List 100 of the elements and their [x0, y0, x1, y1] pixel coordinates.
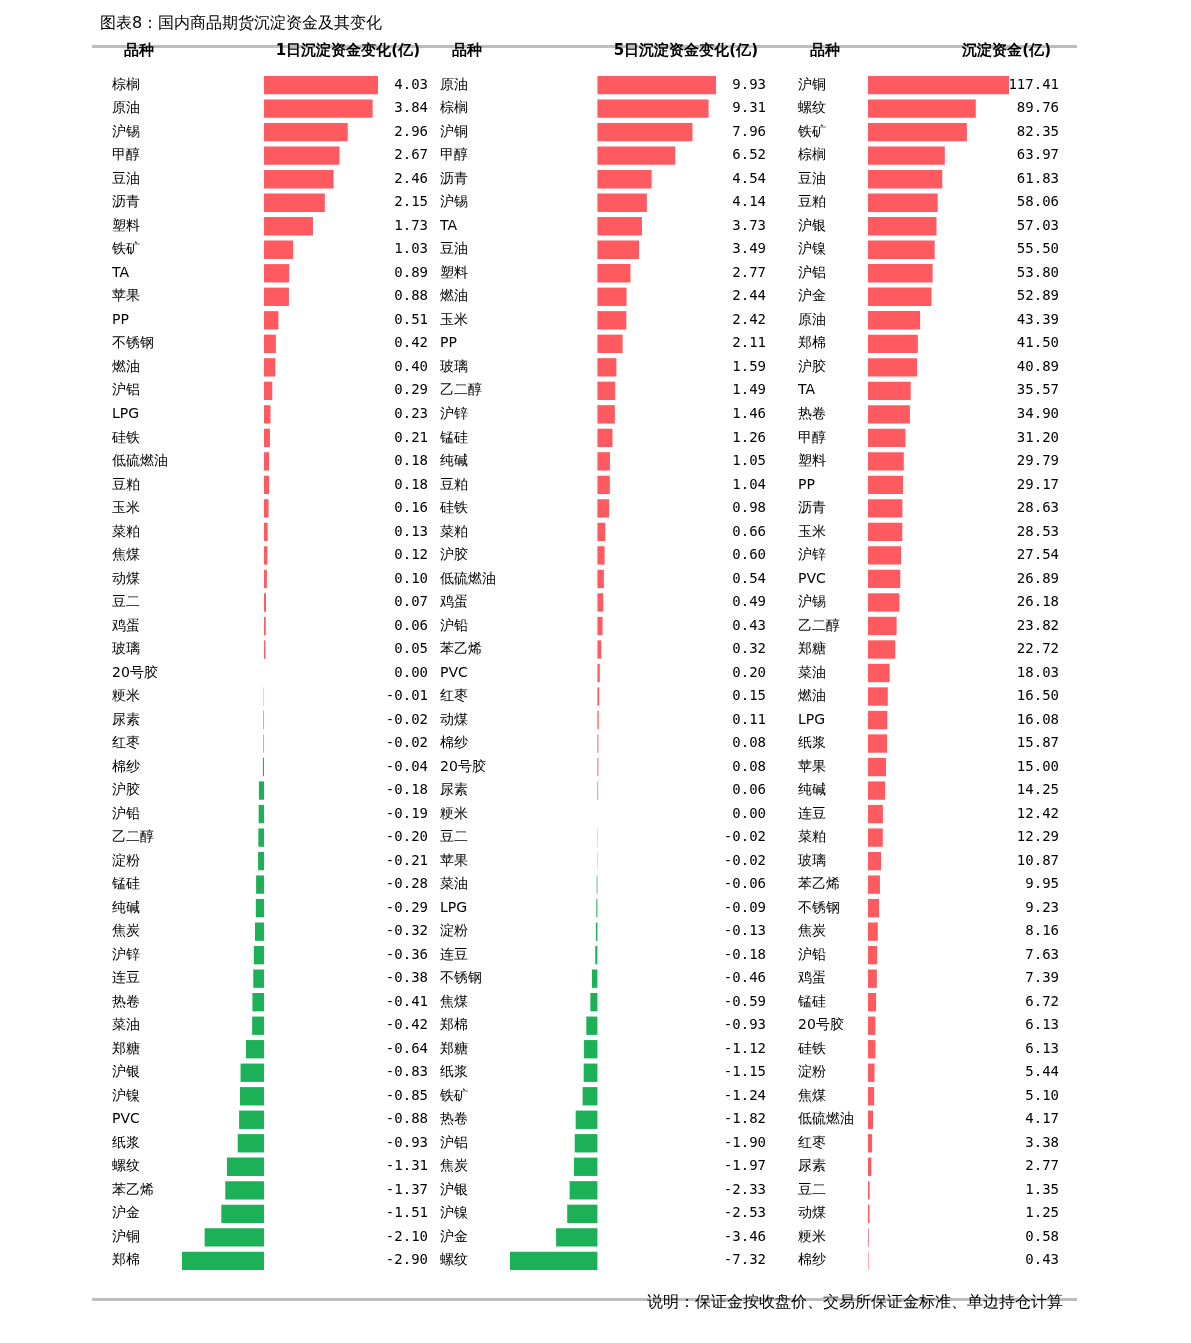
y-tick-label: 沪铅 [798, 945, 826, 962]
bar [245, 1040, 265, 1059]
y-tick-label: 鸡蛋 [797, 969, 826, 986]
data-label: 22.72 [1016, 640, 1059, 657]
bar [597, 499, 610, 518]
data-label: -0.02 [723, 851, 766, 868]
bar [597, 311, 627, 330]
y-tick-label: 燃油 [112, 357, 140, 374]
y-tick-label: 沪胶 [440, 546, 468, 563]
y-tick-label: 沪铅 [440, 616, 468, 633]
y-tick-label: 豆二 [112, 593, 140, 610]
y-tick-label: 苯乙烯 [112, 1180, 154, 1197]
y-tick-label: 沪胶 [798, 357, 826, 374]
y-tick-label: 沥青 [112, 193, 140, 210]
data-label: 4.03 [394, 75, 428, 92]
y-tick-label: 沪锌 [798, 546, 826, 563]
data-label: -1.90 [723, 1133, 766, 1150]
y-tick-label: 棕榈 [798, 146, 826, 163]
bar [264, 99, 373, 118]
data-label: 3.38 [1025, 1133, 1059, 1150]
bar [258, 851, 265, 871]
bar [868, 170, 943, 189]
data-label: 2.44 [732, 287, 766, 304]
bar [868, 75, 1009, 95]
y-tick-label: 焦炭 [798, 922, 826, 939]
bar [868, 757, 887, 777]
data-label: 82.35 [1016, 122, 1059, 139]
bar [510, 1251, 598, 1271]
bar [868, 593, 900, 612]
data-label: 1.25 [1025, 1204, 1059, 1221]
bar [264, 475, 270, 495]
y-tick-label: 郑糖 [112, 1039, 140, 1056]
data-label: 9.31 [732, 99, 766, 116]
data-label: -0.18 [385, 781, 428, 798]
data-label: 43.39 [1016, 310, 1059, 327]
y-tick-label: 郑棉 [798, 334, 826, 351]
bar [868, 993, 877, 1012]
y-tick-label: 沪铜 [798, 75, 826, 92]
bar [569, 1181, 598, 1200]
y-tick-label: 乙二醇 [112, 828, 154, 845]
y-tick-label: 郑棉 [112, 1251, 140, 1268]
data-label: 3.84 [394, 99, 428, 116]
data-label: 23.82 [1016, 616, 1059, 633]
data-label: -0.88 [385, 1110, 428, 1127]
y-tick-label: 豆粕 [440, 475, 468, 492]
y-tick-label: 沪金 [798, 287, 826, 304]
data-label: -0.42 [385, 1016, 428, 1033]
data-label: -0.02 [385, 710, 428, 727]
data-label: 0.43 [1025, 1251, 1059, 1268]
bar [574, 1134, 598, 1153]
bar [868, 569, 901, 589]
data-label: 18.03 [1016, 663, 1059, 680]
data-label: 0.88 [394, 287, 428, 304]
y-tick-label: 焦炭 [440, 1157, 468, 1174]
data-label: 0.00 [732, 804, 766, 821]
y-tick-label: 粳米 [112, 687, 140, 704]
y-tick-label: 不锈钢 [440, 969, 482, 986]
data-label: -0.64 [385, 1039, 428, 1056]
y-tick-label: 棕榈 [440, 99, 468, 116]
y-tick-label: 菜油 [440, 875, 468, 892]
y-tick-label: 红枣 [112, 734, 140, 751]
bar [597, 522, 606, 542]
data-label: 0.21 [394, 428, 428, 445]
bar [868, 264, 933, 283]
bar [597, 75, 716, 95]
data-label: 1.49 [732, 381, 766, 398]
data-label: 2.15 [394, 193, 428, 210]
y-tick-label: 苯乙烯 [798, 875, 840, 892]
y-tick-label: LPG [798, 710, 826, 727]
bar [868, 358, 918, 377]
data-label: 12.42 [1016, 804, 1059, 821]
data-label: -1.82 [723, 1110, 766, 1127]
bar [584, 1040, 598, 1059]
data-label: 1.59 [732, 357, 766, 374]
y-tick-label: PVC [112, 1110, 141, 1127]
data-label: -0.04 [385, 757, 428, 774]
data-label: 4.17 [1025, 1110, 1059, 1127]
bar [868, 734, 888, 753]
data-label: 26.89 [1016, 569, 1059, 586]
data-label: 53.80 [1016, 263, 1059, 280]
bar [868, 781, 886, 800]
y-tick-label: 沥青 [440, 169, 468, 186]
bar [264, 193, 325, 212]
y-tick-label: TA [797, 381, 816, 398]
y-tick-label: 尿素 [440, 781, 468, 798]
bar [868, 99, 976, 118]
bar [868, 710, 888, 730]
bar [597, 287, 627, 306]
data-label: 5.10 [1025, 1086, 1059, 1103]
data-label: 2.96 [394, 122, 428, 139]
y-tick-label: 燃油 [798, 687, 826, 704]
data-label: 0.05 [394, 640, 428, 657]
y-tick-label: 菜粕 [798, 828, 826, 845]
x-axis-title: 5日沉淀资金变化(亿) [613, 40, 758, 61]
y-tick-label: 尿素 [112, 710, 140, 727]
y-tick-label: 沪银 [112, 1063, 140, 1080]
data-label: 0.12 [394, 546, 428, 563]
y-tick-label: 低硫燃油 [440, 569, 496, 586]
data-label: 2.11 [732, 334, 766, 351]
y-tick-label: 甲醇 [798, 428, 826, 445]
